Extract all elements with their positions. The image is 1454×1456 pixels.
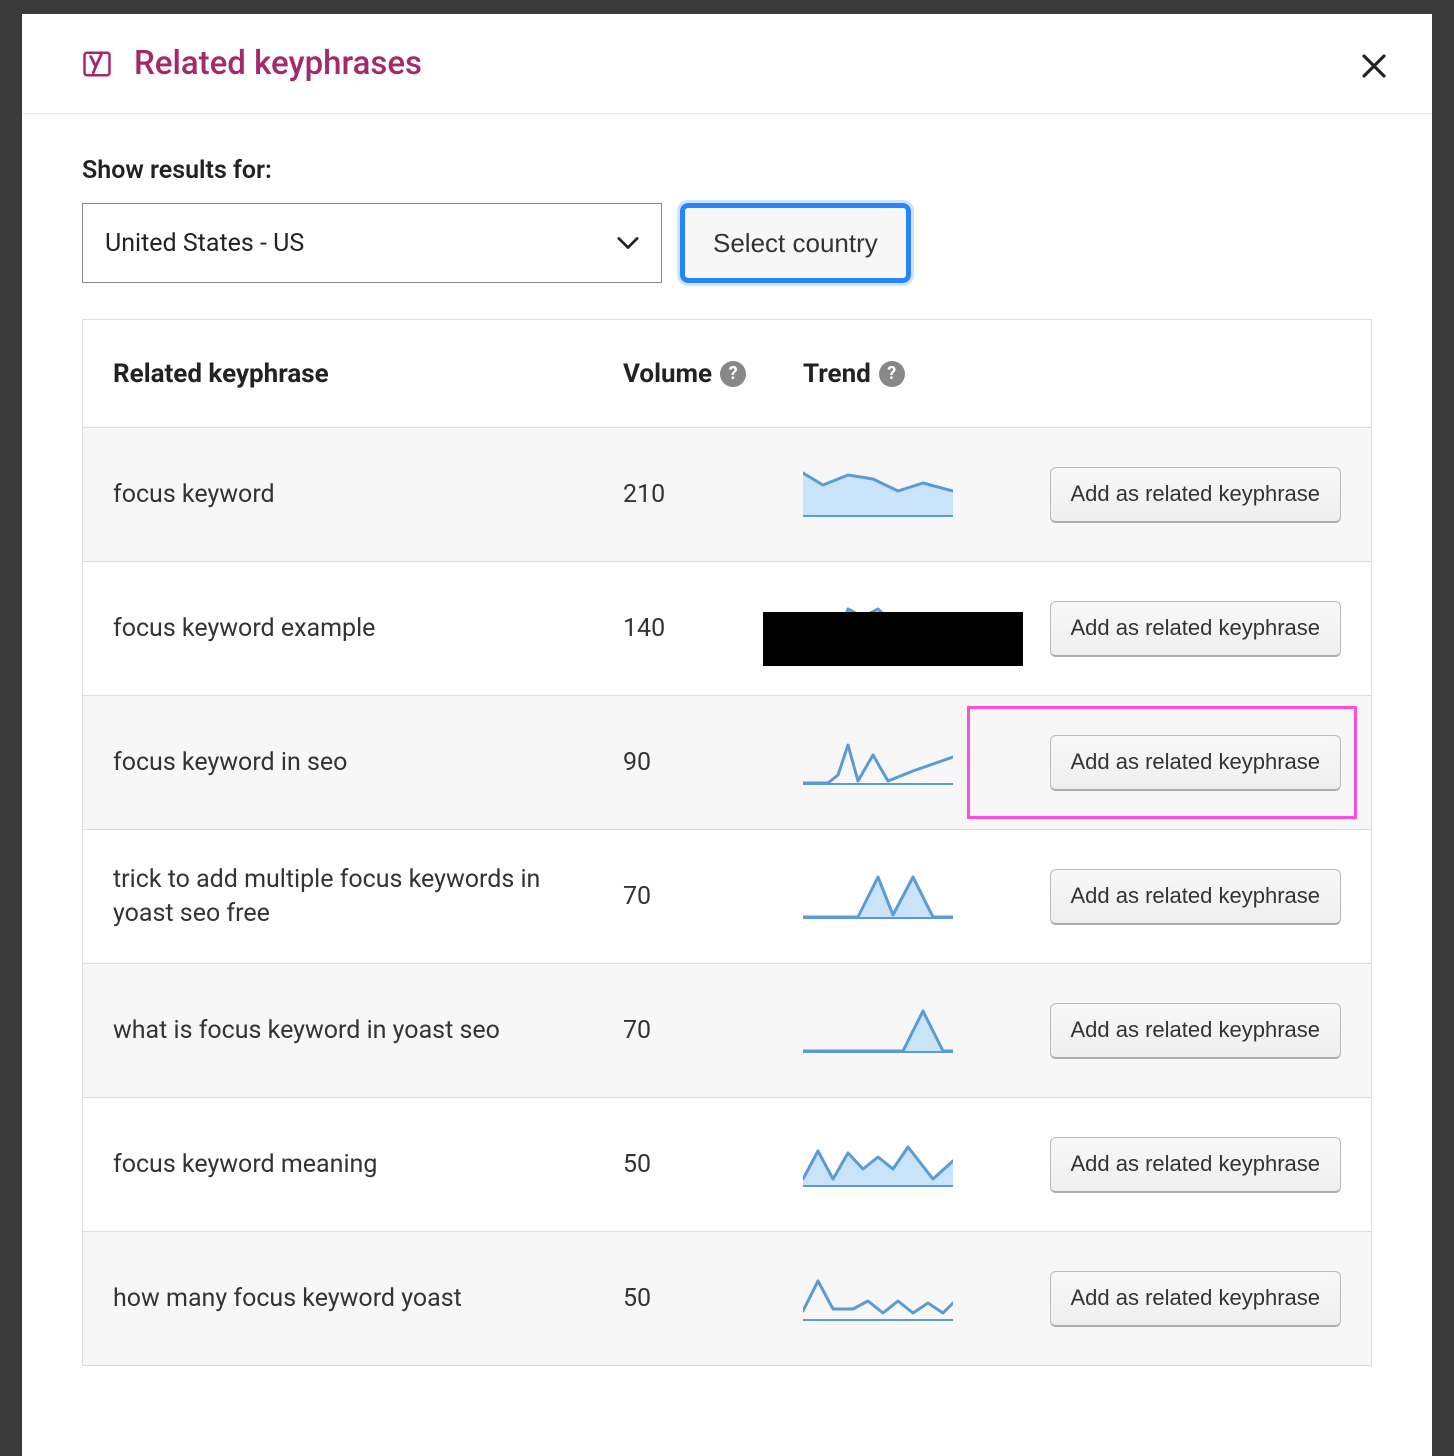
keyphrase-text: trick to add multiple focus keywords in … xyxy=(113,863,623,931)
country-select[interactable]: United States - US xyxy=(82,203,662,283)
add-related-keyphrase-button[interactable]: Add as related keyphrase xyxy=(1050,1003,1342,1059)
add-related-keyphrase-button[interactable]: Add as related keyphrase xyxy=(1050,869,1342,925)
modal-title: Related keyphrases xyxy=(134,44,422,83)
trend-sparkline xyxy=(803,1273,953,1321)
volume-text: 90 xyxy=(623,748,803,777)
trend-sparkline xyxy=(803,871,953,919)
volume-text: 70 xyxy=(623,882,803,911)
table-row: what is focus keyword in yoast seo70 Add … xyxy=(83,964,1371,1098)
trend-sparkline xyxy=(803,737,953,785)
keyphrase-table: Related keyphrase Volume ? Trend ? focus… xyxy=(82,319,1372,1366)
country-select-value: United States - US xyxy=(105,229,304,258)
keyphrase-text: focus keyword example xyxy=(113,612,623,646)
trend-sparkline xyxy=(803,1139,953,1187)
trend-cell xyxy=(803,737,1003,789)
help-icon[interactable]: ? xyxy=(879,361,905,387)
col-header-keyphrase: Related keyphrase xyxy=(113,359,623,389)
chevron-down-icon xyxy=(617,236,639,250)
volume-text: 50 xyxy=(623,1150,803,1179)
add-related-keyphrase-button[interactable]: Add as related keyphrase xyxy=(1050,1137,1342,1193)
redaction-overlay xyxy=(763,612,1023,666)
add-related-keyphrase-button[interactable]: Add as related keyphrase xyxy=(1050,467,1342,523)
yoast-icon xyxy=(82,49,112,79)
keyphrase-text: what is focus keyword in yoast seo xyxy=(113,1014,623,1048)
results-for-label: Show results for: xyxy=(82,156,1372,185)
volume-text: 50 xyxy=(623,1284,803,1313)
table-row: focus keyword example140Add as related k… xyxy=(83,562,1371,696)
trend-cell xyxy=(803,1273,1003,1325)
keyphrase-text: focus keyword meaning xyxy=(113,1148,623,1182)
help-icon[interactable]: ? xyxy=(720,361,746,387)
modal-header: Related keyphrases xyxy=(22,14,1432,114)
modal-body: Show results for: United States - US Sel… xyxy=(22,114,1432,1456)
close-button[interactable] xyxy=(1356,48,1392,84)
related-keyphrases-modal: Related keyphrases Show results for: Uni… xyxy=(22,14,1432,1456)
close-icon xyxy=(1359,51,1389,81)
keyphrase-text: focus keyword in seo xyxy=(113,746,623,780)
trend-cell xyxy=(803,871,1003,923)
table-row: focus keyword in seo90 Add as related key… xyxy=(83,696,1371,830)
trend-sparkline xyxy=(803,469,953,517)
col-header-trend: Trend ? xyxy=(803,359,1003,389)
table-row: trick to add multiple focus keywords in … xyxy=(83,830,1371,964)
table-header-row: Related keyphrase Volume ? Trend ? xyxy=(83,320,1371,428)
table-row: focus keyword meaning50 Add as related ke… xyxy=(83,1098,1371,1232)
controls-row: United States - US Select country xyxy=(82,203,1372,283)
trend-sparkline xyxy=(803,1005,953,1053)
col-header-volume: Volume ? xyxy=(623,359,803,389)
keyphrase-text: how many focus keyword yoast xyxy=(113,1282,623,1316)
table-row: focus keyword210 Add as related keyphrase xyxy=(83,428,1371,562)
volume-text: 210 xyxy=(623,480,803,509)
add-related-keyphrase-button[interactable]: Add as related keyphrase xyxy=(1050,1271,1342,1327)
add-related-keyphrase-button[interactable]: Add as related keyphrase xyxy=(1050,735,1342,791)
trend-cell xyxy=(803,1005,1003,1057)
select-country-button[interactable]: Select country xyxy=(680,203,911,283)
trend-cell xyxy=(803,469,1003,521)
volume-text: 70 xyxy=(623,1016,803,1045)
keyphrase-text: focus keyword xyxy=(113,478,623,512)
trend-cell xyxy=(803,1139,1003,1191)
add-related-keyphrase-button[interactable]: Add as related keyphrase xyxy=(1050,601,1342,657)
table-row: how many focus keyword yoast50 Add as rel… xyxy=(83,1232,1371,1366)
